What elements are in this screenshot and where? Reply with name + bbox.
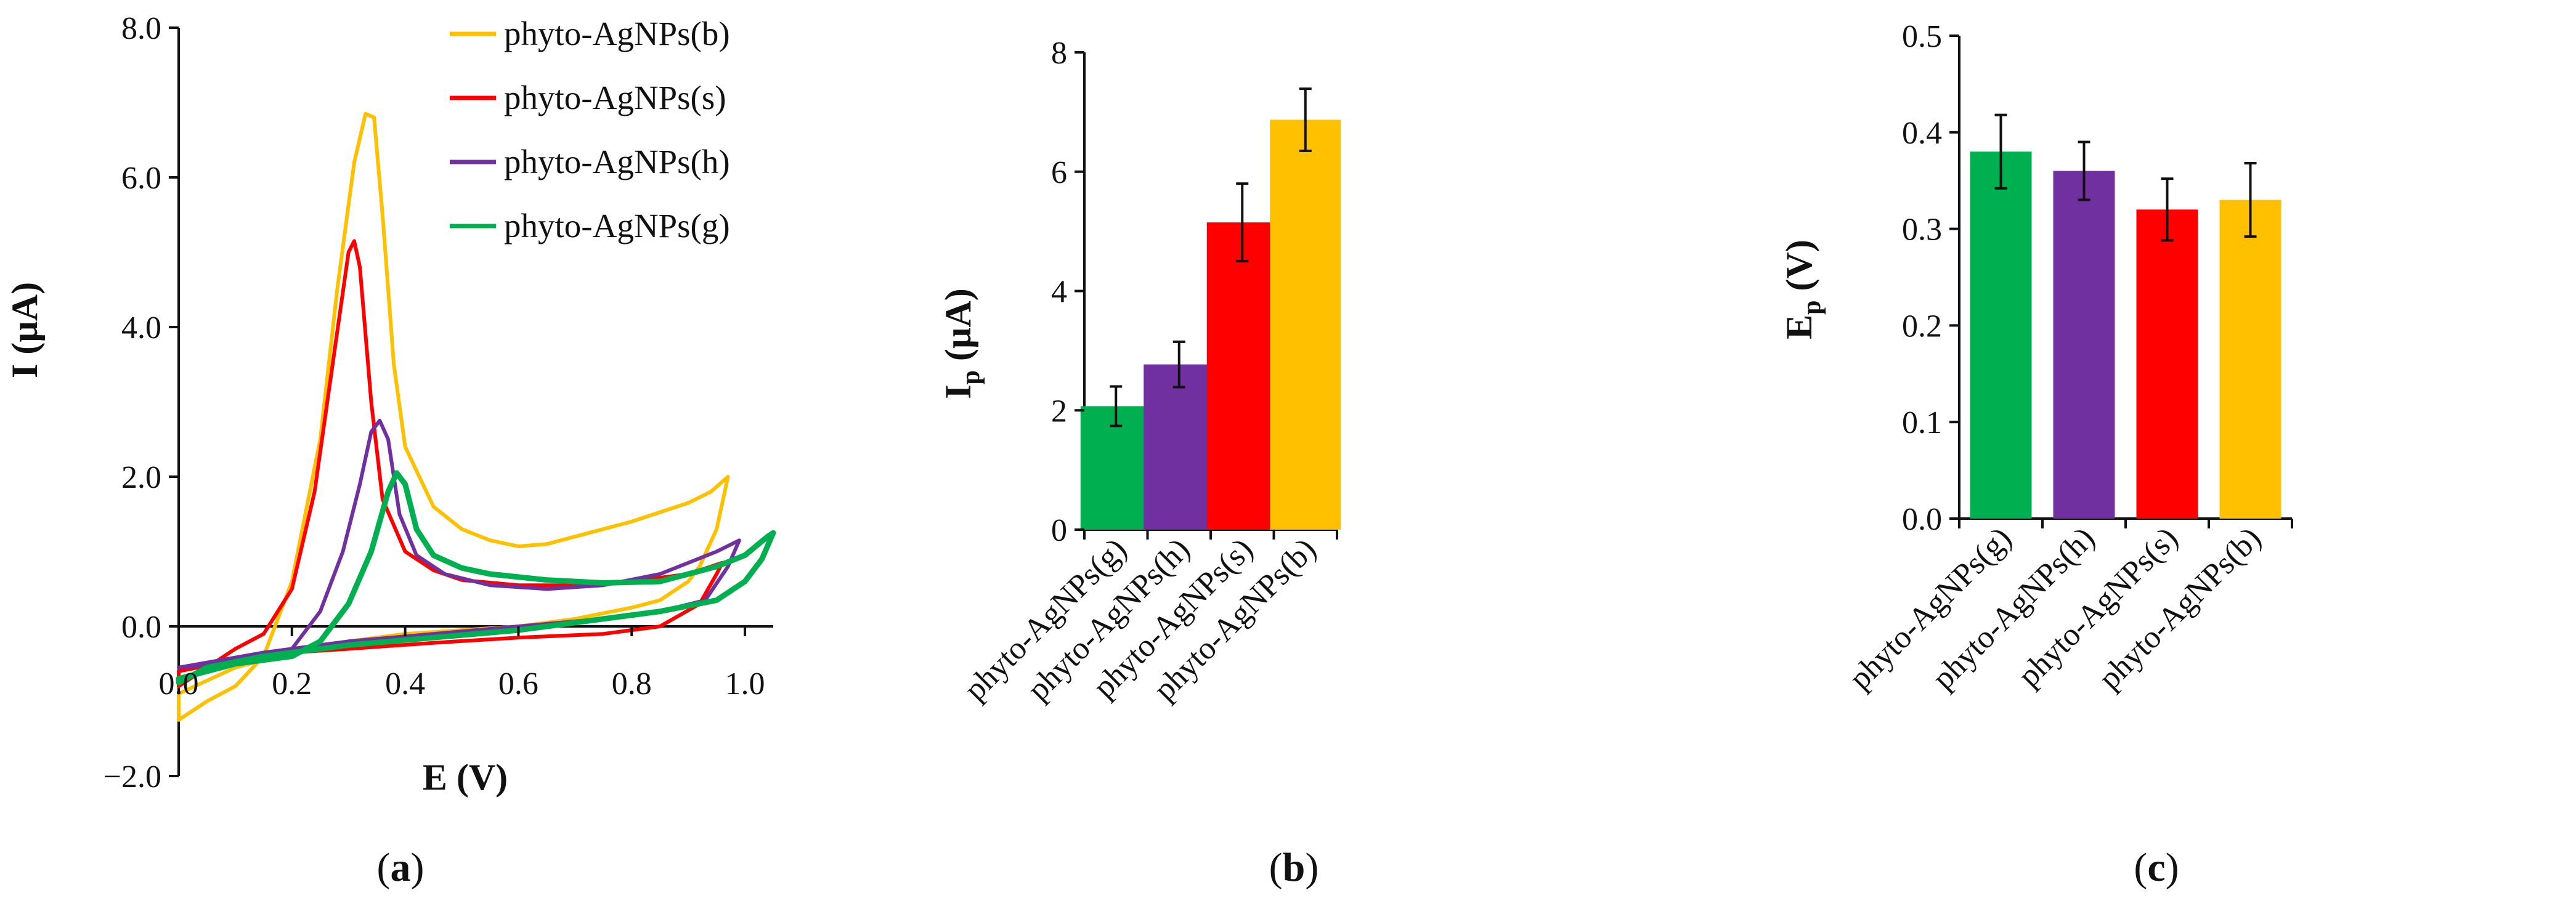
panel-c-ytick-label: 0.3 <box>1902 212 1942 248</box>
panel-a-legend-label: phyto-AgNPs(g) <box>504 207 730 245</box>
panel-c: 0.00.10.20.30.40.5phyto-AgNPs(g)phyto-Ag… <box>1779 19 2293 890</box>
panel-b-bar-2 <box>1144 364 1215 530</box>
panel-b-caption: (b) <box>1269 845 1319 890</box>
panel-c-bar-4 <box>2219 200 2281 519</box>
panel-a-series <box>176 111 776 722</box>
panel-b-error-bar-3 <box>1236 182 1249 263</box>
panel-c-bar-2 <box>2053 171 2115 519</box>
panel-b-ylabel-main: I <box>938 384 978 398</box>
panel-c-caption: (c) <box>2134 845 2179 890</box>
panel-a-ytick-label: 2.0 <box>121 460 161 495</box>
panel-b-ytick-label: 8 <box>1051 36 1067 71</box>
panel-b-error-bar-4 <box>1299 87 1312 152</box>
panel-a-ylabel: I (µA) <box>4 282 45 378</box>
panel-a-xtick-label: 0.6 <box>498 666 538 702</box>
panel-a-legend-label: phyto-AgNPs(s) <box>504 79 726 116</box>
panel-a-ticks: −2.0 0.0 2.0 4.0 6.0 8.0 0.0 0.2 0.4 0.6 0.8 1.0 <box>104 11 765 795</box>
panel-c-bars <box>1970 113 2281 519</box>
panel-a-ytick-label: 0.0 <box>121 610 161 645</box>
panel-a: −2.0 0.0 2.0 4.0 6.0 8.0 0.0 0.2 0.4 0.6 0.8 1.0 ph… <box>4 11 776 890</box>
panel-b-error-bar-2 <box>1172 340 1185 389</box>
panel-c-error-bar-4 <box>2244 161 2257 238</box>
panel-a-ytick-label: −2.0 <box>104 759 161 795</box>
panel-c-ylabel: Ep (V) <box>1779 240 1826 339</box>
panel-b-ytick-label: 6 <box>1051 155 1067 190</box>
panel-c-bar-1 <box>1970 152 2032 519</box>
panel-b-ylabel-unit: (µA) <box>938 288 978 370</box>
panel-c-ytick-label: 0.2 <box>1902 309 1942 344</box>
panel-c-bar-3 <box>2136 209 2198 519</box>
panel-c-error-bar-3 <box>2161 177 2174 242</box>
panel-c-ylabel-sub: p <box>1798 300 1826 314</box>
panel-a-xtick-label: 1.0 <box>725 666 765 702</box>
panel-c-caption-letter: c <box>2147 845 2165 890</box>
panel-b-error-bar-1 <box>1110 385 1123 427</box>
panel-a-ytick-label: 4.0 <box>121 310 161 346</box>
panel-c-ylabel-unit: (V) <box>1779 240 1819 300</box>
panel-a-legend-label: phyto-AgNPs(b) <box>504 15 730 52</box>
panel-a-xtick-label: 0.0 <box>159 666 199 702</box>
panel-b-ylabel-sub: p <box>957 370 985 384</box>
panel-a-series-line-2 <box>177 239 725 689</box>
panel-b-bar-3 <box>1206 222 1278 530</box>
panel-a-xtick-label: 0.2 <box>272 666 312 702</box>
panel-c-ytick-label: 0.0 <box>1902 502 1942 537</box>
panel-b-ytick-label: 2 <box>1051 394 1067 429</box>
panel-a-xtick-label: 0.8 <box>612 666 652 702</box>
panel-c-ytick-label: 0.1 <box>1902 405 1942 440</box>
panel-a-ytick-label: 6.0 <box>121 161 161 196</box>
panel-c-ytick-label: 0.5 <box>1902 19 1942 54</box>
panel-a-xlabel: E (V) <box>423 757 508 798</box>
panel-a-series-line-4 <box>176 470 776 686</box>
panel-b-ylabel: Ip (µA) <box>938 288 985 399</box>
panel-a-series-line-3 <box>177 418 741 669</box>
panel-b-bar-4 <box>1270 119 1341 530</box>
panel-b: 02468phyto-AgNPs(g)phyto-AgNPs(h)phyto-A… <box>938 36 1341 890</box>
panel-b-ytick-label: 4 <box>1051 275 1067 310</box>
panel-c-ylabel-main: E <box>1779 315 1819 339</box>
panel-b-caption-letter: b <box>1283 845 1306 890</box>
panel-c-error-bar-2 <box>2078 140 2090 201</box>
panel-a-ytick-label: 8.0 <box>121 11 161 46</box>
panel-a-xtick-label: 0.4 <box>385 666 425 702</box>
panel-c-error-bar-1 <box>1994 113 2007 190</box>
panel-a-legend-label: phyto-AgNPs(h) <box>504 143 730 180</box>
panel-a-caption-letter: a <box>391 845 411 890</box>
panel-a-legend: phyto-AgNPs(b) phyto-AgNPs(s) phyto-AgNPs(… <box>450 15 730 245</box>
panel-b-bars <box>1080 87 1341 530</box>
panel-a-axes <box>177 28 773 776</box>
panel-a-caption: (a) <box>377 845 425 890</box>
panel-b-ytick-label: 0 <box>1051 513 1067 548</box>
panel-c-ytick-label: 0.4 <box>1902 116 1942 151</box>
